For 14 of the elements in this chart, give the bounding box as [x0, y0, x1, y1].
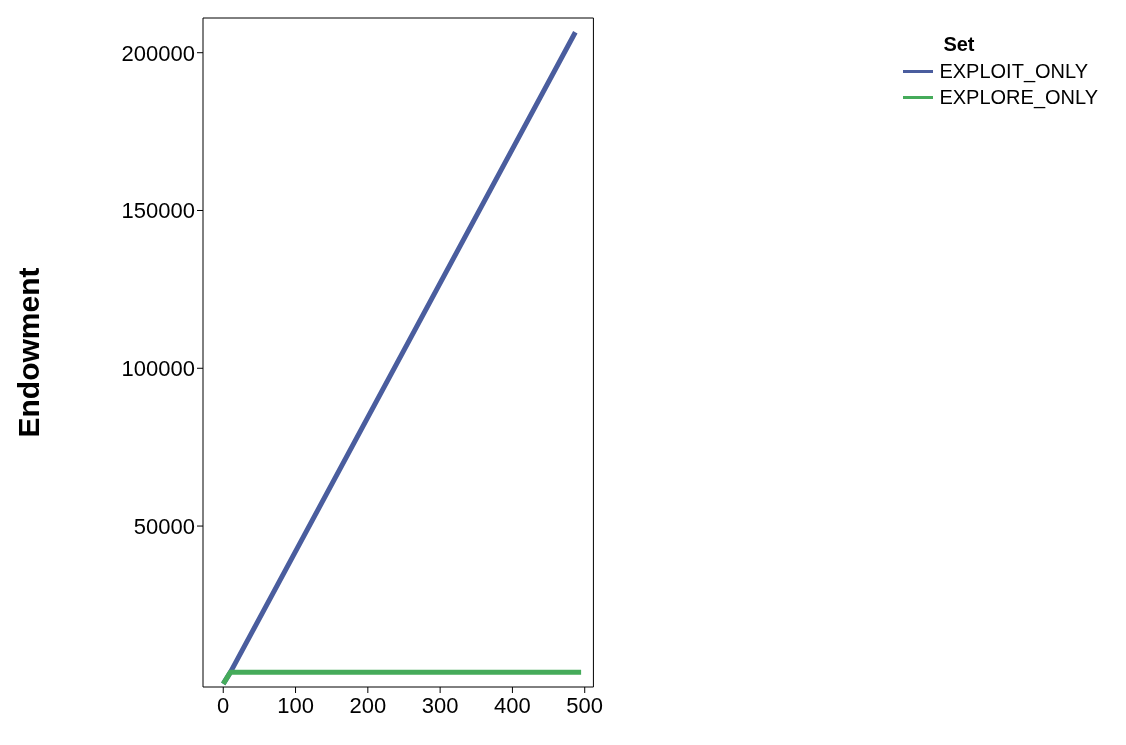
y-tick-label: 50000 — [133, 513, 195, 539]
x-tick-label: 200 — [349, 692, 387, 718]
x-tick-label: 100 — [277, 692, 314, 718]
x-tick-label: 0 — [217, 692, 230, 718]
legend-title: Set — [943, 33, 976, 56]
x-tick-label: 300 — [421, 692, 459, 718]
y-tick-label: 200000 — [121, 40, 195, 66]
y-axis-title: Endowment — [11, 267, 45, 438]
x-tick-label: 500 — [566, 692, 604, 718]
y-tick-label: 150000 — [121, 198, 195, 224]
x-tick-label: 400 — [494, 692, 531, 718]
y-tick-label: 100000 — [121, 356, 195, 382]
legend-label: EXPLORE_ONLY — [939, 85, 1098, 109]
legend-label: EXPLOIT_ONLY — [939, 59, 1088, 83]
